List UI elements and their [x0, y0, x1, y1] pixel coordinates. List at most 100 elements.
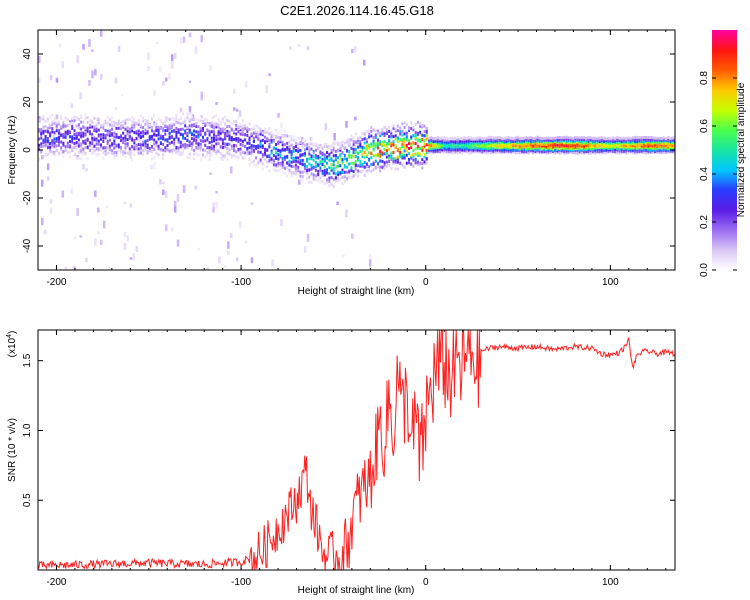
spectrogram-cell: [392, 157, 395, 161]
spectrogram-cell: [264, 141, 266, 144]
spectrogram-cell: [184, 129, 187, 133]
spectrogram-cell: [359, 135, 362, 139]
spectrogram-cell: [137, 120, 140, 124]
spectrogram-cell: [108, 148, 111, 151]
spectrogram-cell: [538, 139, 541, 143]
spectrogram-cell: [352, 143, 355, 147]
spectrogram-cell: [321, 180, 324, 184]
spectrogram-cell: [339, 154, 342, 158]
spectrogram-cell: [60, 151, 63, 155]
spectrogram-cell: [385, 142, 388, 146]
spectrogram-cell: [259, 130, 262, 133]
spectrogram-cell: [368, 165, 371, 169]
spectrogram-cell: [343, 153, 346, 157]
spectrogram-cell: [543, 150, 546, 153]
spectrogram-cell: [241, 130, 244, 134]
spectrogram-cell: [512, 144, 515, 148]
spectrogram-cell: [62, 133, 65, 137]
spectrogram-cell: [414, 131, 417, 135]
spectrogram-cell: [620, 140, 623, 143]
spectrogram-cell: [618, 142, 621, 146]
spectrogram-cell: [516, 148, 519, 152]
spectrogram-cell: [388, 154, 391, 158]
spectrogram-cell: [673, 139, 675, 143]
spectrogram-cell: [295, 149, 297, 152]
spectrogram-cell: [505, 147, 508, 151]
spectrogram-cell: [447, 140, 450, 144]
spectrogram-cell: [434, 145, 437, 149]
spectrogram-cell: [521, 139, 523, 143]
spectrogram-cell: [315, 156, 317, 160]
spectrogram-cell: [162, 137, 165, 141]
spectrogram-cell: [470, 136, 473, 140]
spectrogram-cell: [95, 117, 98, 121]
spectrogram-cell: [554, 151, 557, 155]
spectrogram-cell: [164, 138, 167, 142]
spectrogram-cell: [122, 125, 125, 129]
spectrogram-cell: [301, 158, 304, 162]
spectrogram-cell: [288, 140, 291, 144]
spectrogram-cell: [428, 150, 430, 154]
spectrogram-cell: [478, 147, 481, 150]
spectrogram-cell: [476, 148, 479, 152]
spectrogram-cell: [128, 147, 131, 151]
spectrogram-cell: [151, 117, 153, 121]
spectrogram-cell: [350, 169, 353, 172]
spectrogram-cell: [261, 133, 264, 137]
spectrogram-cell: [252, 162, 255, 166]
spectrogram-cell: [392, 159, 395, 163]
spectrogram-cell: [587, 139, 590, 143]
spectrogram-cell: [77, 156, 80, 160]
spectrogram-cell: [660, 146, 663, 150]
spectrogram-cell: [647, 148, 650, 152]
spectrogram-cell: [501, 144, 504, 148]
spectrogram-cell: [210, 144, 213, 147]
spectrogram-cell: [51, 139, 54, 143]
spectrogram-cell: [270, 140, 273, 144]
spectrogram-cell: [521, 149, 523, 153]
spectrogram-cell: [392, 150, 395, 154]
spectrogram-cell: [381, 128, 384, 132]
spectrogram-cell: [636, 149, 639, 153]
spectrogram-cell: [224, 115, 227, 119]
spectrogram-cell: [361, 154, 364, 158]
spectrogram-cell: [365, 162, 368, 166]
spectrogram-cell: [412, 126, 415, 130]
spectrogram-cell: [388, 159, 391, 163]
spectrogram-cell: [359, 170, 362, 174]
spectrogram-cell: [507, 136, 510, 139]
spectrogram-cell: [46, 126, 49, 130]
spectrogram-cell: [199, 127, 202, 131]
spectrogram-cell: [583, 144, 586, 148]
spectrogram-cell: [600, 151, 603, 155]
spectrogram-cell: [317, 146, 320, 150]
spectrogram-cell: [182, 127, 184, 131]
spectrogram-cell: [565, 151, 568, 155]
spectrogram-cell: [193, 157, 196, 160]
spectrogram-cell: [317, 178, 320, 182]
spectrogram-cell: [591, 141, 594, 145]
spectrogram-cell: [271, 259, 274, 268]
spectrogram-cell: [547, 149, 550, 153]
spectrogram-cell: [405, 123, 408, 127]
spectrogram-cell: [421, 158, 424, 162]
spectrogram-cell: [126, 138, 129, 141]
spectrogram-cell: [456, 138, 459, 142]
spectrogram-cell: [155, 122, 158, 126]
spectrogram-cell: [556, 149, 559, 153]
spectrogram-cell: [208, 141, 211, 145]
spectrogram-cell: [38, 77, 41, 83]
spectrogram-cell: [252, 144, 255, 148]
spectrogram-cell: [549, 138, 552, 142]
spectrogram-cell: [439, 145, 441, 149]
spectrogram-cell: [611, 138, 614, 142]
spectrogram-cell: [587, 136, 590, 140]
snr-x-ticks: -200 -100 0 100: [46, 330, 667, 588]
spectrogram-cell: [298, 179, 301, 185]
spectrogram-cell: [454, 148, 457, 152]
spectrogram-cell: [64, 116, 67, 120]
spectrogram-cell: [199, 146, 202, 149]
spectrogram-cell: [456, 151, 459, 155]
spectrogram-cell: [598, 150, 601, 154]
spectrogram-cell: [275, 143, 278, 146]
